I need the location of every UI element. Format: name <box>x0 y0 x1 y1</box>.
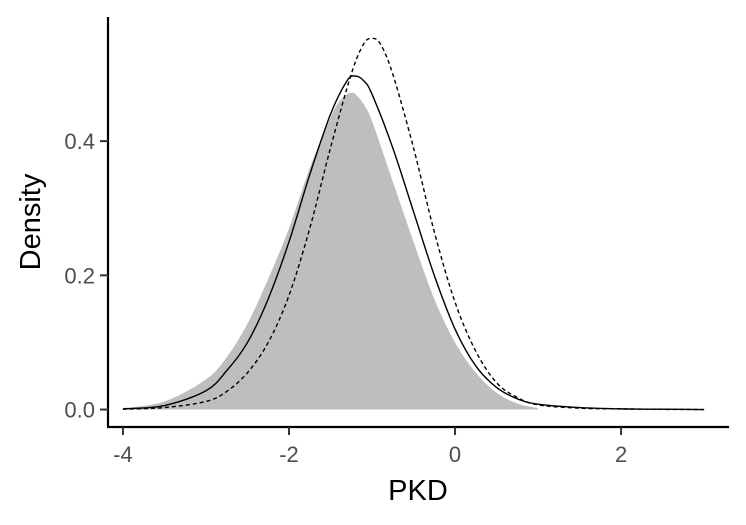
density-area-filled <box>122 92 539 410</box>
x-tick-label: 2 <box>615 442 627 467</box>
x-tick-label: -2 <box>279 442 299 467</box>
x-ticks: -4 -2 0 2 <box>113 427 627 467</box>
series-layer <box>122 37 705 411</box>
y-tick-label: 0.4 <box>64 129 95 154</box>
y-axis-title: Density <box>15 173 47 270</box>
density-line-solid <box>122 75 705 411</box>
y-tick-label: 0.0 <box>64 398 95 423</box>
x-tick-label: -4 <box>113 442 133 467</box>
x-axis-title: PKD <box>388 475 448 507</box>
y-tick-label: 0.2 <box>64 263 95 288</box>
x-tick-label: 0 <box>449 442 461 467</box>
y-ticks: 0.0 0.2 0.4 <box>64 129 108 423</box>
density-line-dashed <box>122 37 705 411</box>
